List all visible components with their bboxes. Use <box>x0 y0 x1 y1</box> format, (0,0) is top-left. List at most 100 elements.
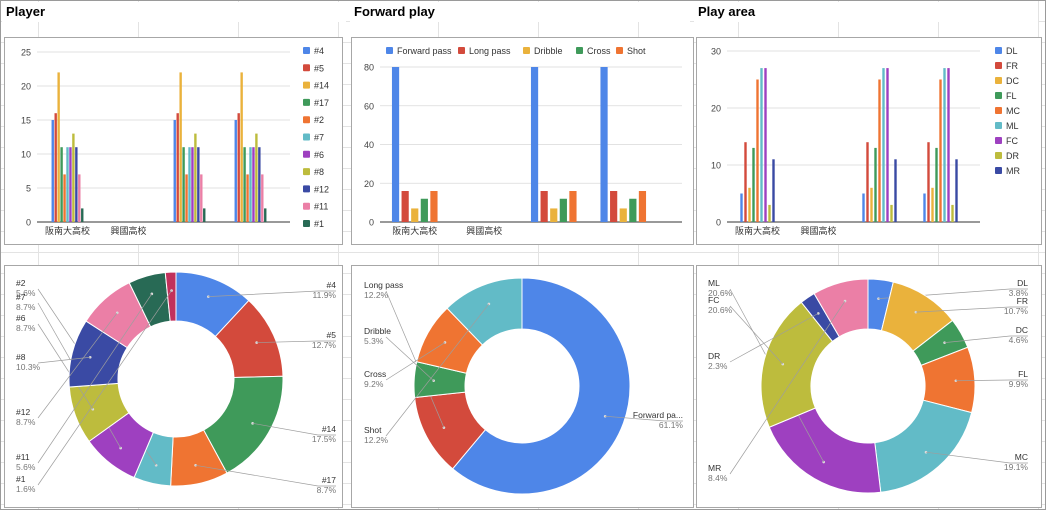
slice-percent: 3.8% <box>1009 288 1029 298</box>
leader-line <box>729 305 784 365</box>
bar-mr <box>955 159 958 222</box>
legend-label: Cross <box>587 46 611 56</box>
bar-dr <box>768 204 771 222</box>
slice-label: Forward pa... <box>633 410 683 420</box>
legend-label: #8 <box>314 167 324 177</box>
legend-swatch <box>386 47 393 54</box>
bar-1 <box>264 208 267 222</box>
bar-11 <box>200 174 203 222</box>
bar-ml <box>882 68 885 222</box>
slice-label: #17 <box>322 475 336 485</box>
bar-12 <box>75 147 78 222</box>
bar-dr <box>890 204 893 222</box>
bar-17 <box>182 147 185 222</box>
player-donut-chart: #411.9%#512.7%#1417.5%#178.7%#25.6%#78.7… <box>16 271 336 495</box>
bar-fr <box>866 142 869 222</box>
leader-line <box>208 290 336 297</box>
bar-cross <box>629 198 637 222</box>
bar-17 <box>243 147 246 222</box>
slice-label: #12 <box>16 407 30 417</box>
forward-play-donut-chart-panel[interactable]: Forward pa... 61.1% Long pass 12.2% Dribble 5… <box>351 265 694 508</box>
bar-12 <box>197 147 200 222</box>
legend-label: #12 <box>314 184 329 194</box>
play-area-bar-chart: 0 10 20 30 阪南大高校 興國高校 DL FR DC FL MC ML FC DR MR <box>711 46 1021 236</box>
bar-ml <box>760 68 763 222</box>
play-area-donut-chart: DL3.8%FR10.7%DC4.6%FL9.9%MC19.1%ML20.6%F… <box>708 278 1029 494</box>
leader-line <box>385 290 445 428</box>
bar-fl <box>874 147 877 222</box>
play-area-donut-chart-panel[interactable]: DL 3.8% FR 10.7% DC 4.6% FL 9.9% MC 19.1% ML 20.6% F… <box>696 265 1042 508</box>
section-title-forward-play: Forward play <box>350 2 690 22</box>
slice-percent: 12.2% <box>364 290 389 300</box>
legend-label: #11 <box>314 202 328 212</box>
leader-line <box>944 335 1028 343</box>
leader-line <box>252 422 336 436</box>
legend-label: #2 <box>314 115 324 125</box>
legend-swatch <box>303 47 310 54</box>
slice-percent: 8.7% <box>16 417 36 427</box>
bar-mr <box>772 159 775 222</box>
legend-label: #6 <box>314 150 324 160</box>
bar-1 <box>203 208 206 222</box>
slice-percent: 5.6% <box>16 462 36 472</box>
legend-label: DL <box>1006 46 1018 56</box>
legend-swatch <box>303 133 310 141</box>
slice-percent: 12.2% <box>364 435 389 445</box>
bar-cross <box>420 198 428 222</box>
legend-label: #14 <box>314 81 329 91</box>
bar-6 <box>252 147 255 222</box>
player-bar-chart-panel[interactable]: 0 5 10 15 20 25 阪南大高校 興國高校 #4 #5 #14 #17 #2 #7 #6 #8 #12… <box>4 37 343 245</box>
slice-anchor-dot <box>877 297 880 300</box>
bar-14 <box>240 72 243 223</box>
bar-mc <box>756 79 759 222</box>
slice-anchor-dot <box>88 355 92 359</box>
leader-line <box>605 415 683 422</box>
leader-line <box>915 306 1028 313</box>
bar-mc <box>939 79 942 222</box>
slice-percent: 10.3% <box>16 362 41 372</box>
leader-line <box>37 290 172 486</box>
bar-12 <box>258 147 261 222</box>
bar-cross <box>559 198 567 222</box>
forward-play-bar-chart-panel[interactable]: 0 20 40 60 80 阪南大高校 興國高校 Forward pass Long pass D… <box>351 37 694 245</box>
bar-mc <box>878 79 881 222</box>
slice-label: #1 <box>16 474 26 484</box>
y-tick-label: 15 <box>21 116 31 126</box>
leader-line <box>385 342 446 381</box>
slice-label: Long pass <box>364 280 403 290</box>
leader-line <box>256 340 336 343</box>
play-area-bar-chart-panel[interactable]: 0 10 20 30 阪南大高校 興國高校 DL FR DC FL MC ML FC DR MR <box>696 37 1042 245</box>
bar-dribble <box>619 208 627 222</box>
bar-fr <box>744 142 747 222</box>
x-tick-label: 阪南大高校 <box>392 225 437 236</box>
legend-swatch <box>303 98 310 106</box>
slice-percent: 1.6% <box>16 484 36 494</box>
slice-label: #11 <box>16 452 30 462</box>
bar-longpass <box>610 191 618 222</box>
slice-percent: 9.2% <box>364 379 384 389</box>
y-tick-label: 10 <box>711 161 721 171</box>
bar-forwardpass <box>391 67 400 222</box>
bar-6 <box>69 147 72 222</box>
legend-swatch <box>995 152 1002 159</box>
legend-swatch <box>995 92 1002 99</box>
slice-anchor-dot <box>603 414 607 418</box>
leader-line <box>37 356 91 364</box>
legend-swatch <box>303 202 310 210</box>
legend-swatch <box>523 47 530 54</box>
bar-dr <box>951 204 954 222</box>
slice-label: #7 <box>16 292 26 302</box>
slice-label: MR <box>708 463 721 473</box>
bar-mr <box>894 159 897 222</box>
legend-swatch <box>995 47 1002 54</box>
slice-label: Shot <box>364 425 382 435</box>
bar-17 <box>60 147 63 222</box>
bar-14 <box>57 72 60 223</box>
legend-label: FR <box>1006 61 1018 71</box>
player-donut-chart-panel[interactable]: #4 11.9% #5 12.7% #14 17.5% #17 8.7% #2 5.6% #7 8.7… <box>4 265 343 508</box>
x-tick-label: 興國高校 <box>800 225 836 236</box>
y-tick-label: 20 <box>21 82 31 92</box>
y-tick-label: 0 <box>369 218 374 228</box>
forward-play-bar-chart: 0 20 40 60 80 阪南大高校 興國高校 Forward pass Long pass D… <box>364 46 682 236</box>
legend-swatch <box>303 150 310 158</box>
